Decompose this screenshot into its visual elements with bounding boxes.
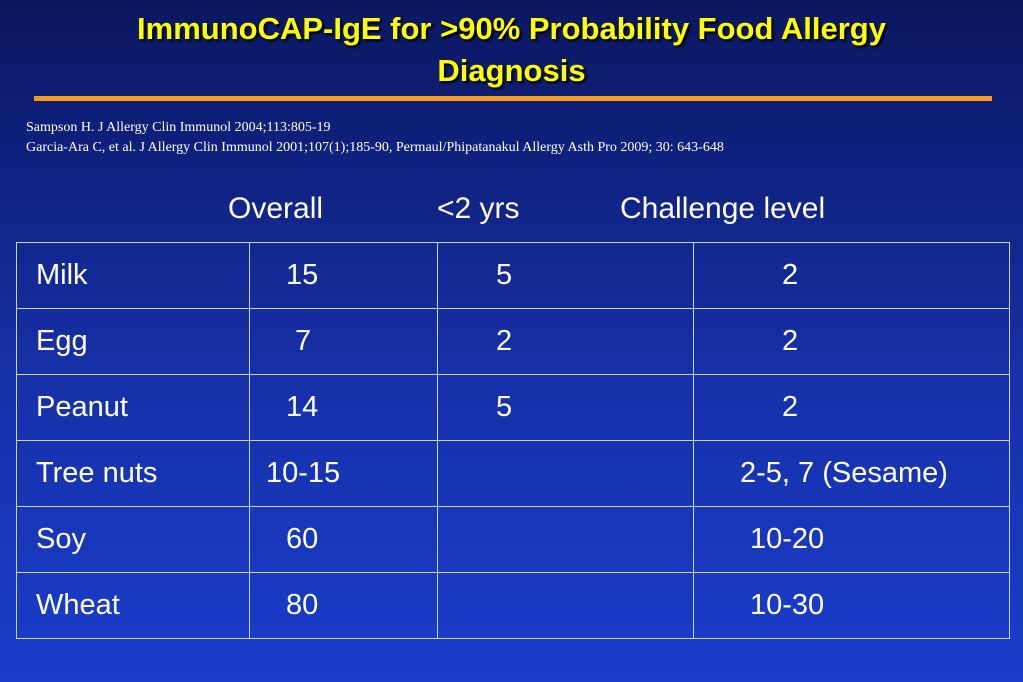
food-cell: Soy [16, 506, 250, 573]
overall-cell: 7 [249, 308, 438, 375]
under2-cell [437, 506, 694, 573]
table-row: Milk 15 5 2 [16, 242, 1010, 309]
food-cell: Tree nuts [16, 440, 250, 507]
overall-value: 80 [286, 589, 319, 621]
overall-cell: 60 [249, 506, 438, 573]
challenge-cell: 2-5, 7 (Sesame) [693, 440, 1010, 507]
challenge-cell: 2 [693, 308, 1010, 375]
food-cell: Milk [16, 242, 250, 309]
table-row: Wheat 80 10-30 [16, 572, 1010, 639]
challenge-cell: 10-20 [693, 506, 1010, 573]
food-cell: Wheat [16, 572, 250, 639]
title-line-2: Diagnosis [437, 53, 586, 88]
header-under-2-yrs: <2 yrs [437, 192, 520, 225]
challenge-value: 2 [782, 391, 799, 423]
overall-value: 10-15 [266, 457, 341, 489]
under2-cell [437, 440, 694, 507]
table-row: Peanut 14 5 2 [16, 374, 1010, 441]
challenge-value: 2-5, 7 (Sesame) [740, 457, 948, 489]
challenge-cell: 10-30 [693, 572, 1010, 639]
challenge-value: 2 [782, 325, 799, 357]
overall-value: 60 [286, 523, 319, 555]
reference-1: Sampson H. J Allergy Clin Immunol 2004;1… [26, 120, 331, 135]
challenge-cell: 2 [693, 374, 1010, 441]
challenge-cell: 2 [693, 242, 1010, 309]
header-challenge-level: Challenge level [620, 192, 826, 225]
food-cell: Peanut [16, 374, 250, 441]
overall-cell: 10-15 [249, 440, 438, 507]
reference-2: Garcia-Ara C, et al. J Allergy Clin Immu… [26, 140, 724, 155]
title-divider [34, 96, 992, 101]
header-overall: Overall [228, 192, 324, 225]
overall-cell: 80 [249, 572, 438, 639]
under2-value: 5 [496, 391, 513, 423]
under2-cell: 2 [437, 308, 694, 375]
challenge-value: 10-30 [750, 589, 825, 621]
overall-value: 15 [286, 259, 319, 291]
food-allergy-table: Milk 15 5 2 Egg 7 2 2 Peanut 14 5 2 Tree… [16, 242, 1010, 639]
under2-value: 5 [496, 259, 513, 291]
overall-cell: 15 [249, 242, 438, 309]
challenge-value: 10-20 [750, 523, 825, 555]
slide-title: ImmunoCAP-IgE for >90% Probability Food … [0, 8, 1023, 92]
title-line-1: ImmunoCAP-IgE for >90% Probability Food … [137, 11, 886, 46]
table-row: Soy 60 10-20 [16, 506, 1010, 573]
under2-value: 2 [496, 325, 513, 357]
under2-cell: 5 [437, 374, 694, 441]
challenge-value: 2 [782, 259, 799, 291]
overall-cell: 14 [249, 374, 438, 441]
table-row: Tree nuts 10-15 2-5, 7 (Sesame) [16, 440, 1010, 507]
table-row: Egg 7 2 2 [16, 308, 1010, 375]
references: Sampson H. J Allergy Clin Immunol 2004;1… [26, 118, 724, 158]
under2-cell: 5 [437, 242, 694, 309]
under2-cell [437, 572, 694, 639]
column-headers: Overall <2 yrs Challenge level [0, 192, 1023, 232]
food-cell: Egg [16, 308, 250, 375]
overall-value: 14 [286, 391, 319, 423]
overall-value: 7 [295, 325, 312, 357]
